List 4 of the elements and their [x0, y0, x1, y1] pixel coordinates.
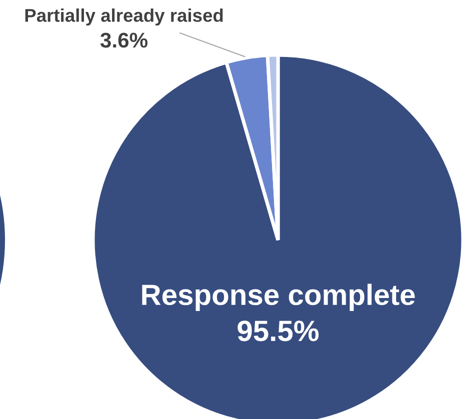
data-label: 3.6% — [100, 32, 148, 48]
data-label: 95.5% — [238, 320, 319, 342]
slice-label: Partially already raised — [25, 8, 223, 26]
slice-label: Response complete — [142, 284, 415, 311]
